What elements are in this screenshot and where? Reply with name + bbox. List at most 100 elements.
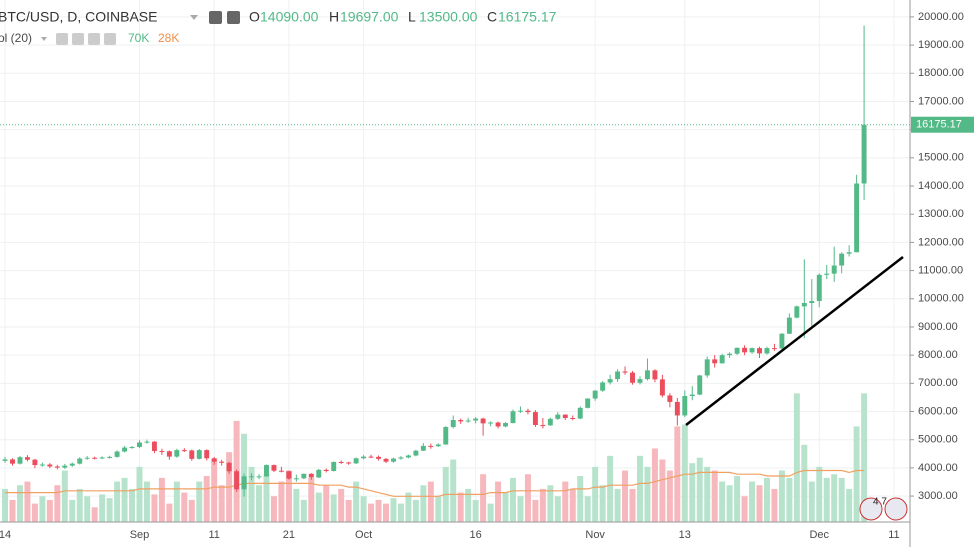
volume-bar	[375, 499, 382, 522]
volume-bar	[681, 424, 688, 522]
candle-body	[786, 317, 792, 334]
icon[interactable]	[56, 33, 68, 45]
volume-bar	[2, 488, 9, 522]
candle-body	[771, 348, 777, 350]
candle-body	[697, 375, 703, 395]
volume-bar	[831, 474, 838, 522]
candle-body	[488, 422, 494, 424]
volume-bar	[353, 481, 360, 522]
candle-body	[181, 450, 187, 452]
badge-icon[interactable]	[859, 497, 883, 521]
candle-body	[368, 456, 374, 458]
candle-body	[824, 273, 830, 275]
badge-text: 4 7	[873, 497, 887, 508]
y-tick-label: 18000.00	[918, 67, 964, 79]
volume-ma-line	[5, 469, 865, 497]
candle-body	[577, 407, 583, 419]
volume-bar	[338, 488, 345, 522]
volume-bar	[457, 492, 464, 522]
candle-body	[757, 348, 762, 354]
volume-bar	[46, 499, 53, 522]
volume-bar	[151, 494, 158, 522]
candle-body	[24, 457, 30, 460]
volume-bar	[54, 485, 61, 522]
volume-bar	[129, 488, 136, 522]
candle-body	[256, 476, 262, 478]
candle-body	[398, 457, 404, 459]
volume-bar	[99, 494, 106, 522]
candle-body	[39, 464, 45, 466]
volume-bar	[838, 477, 845, 522]
candle-body	[323, 469, 329, 471]
volume-bar	[293, 488, 300, 522]
volume-bar	[166, 503, 173, 522]
icon[interactable]	[88, 33, 100, 45]
volume-bar	[547, 485, 554, 522]
volume-bar	[435, 496, 442, 522]
candle-body	[450, 419, 456, 428]
volume-bar	[173, 481, 180, 522]
x-tick-label: Dec	[809, 529, 829, 541]
volume-bar	[383, 503, 389, 522]
candle-body	[226, 462, 232, 472]
dropdown-icon[interactable]	[190, 15, 198, 20]
volume-bar	[532, 499, 539, 522]
candle-body	[630, 372, 635, 383]
candle-body	[659, 379, 665, 396]
volume-bar	[711, 470, 718, 522]
settings-icon[interactable]	[227, 11, 240, 24]
volume-bar	[9, 499, 16, 522]
y-tick-label: 15000.00	[918, 152, 964, 164]
volume-bar	[562, 481, 569, 522]
volume-bar	[734, 476, 741, 522]
volume-bar	[584, 496, 591, 522]
candle-body	[271, 465, 277, 471]
grid	[0, 0, 910, 522]
volume-bar	[465, 488, 472, 522]
candle-body	[32, 459, 38, 466]
candle-body	[219, 461, 225, 463]
y-tick-label: 9000.00	[918, 321, 958, 333]
volume-bar	[816, 466, 823, 522]
candle-body	[166, 451, 172, 457]
volume-bar	[203, 476, 210, 522]
candle-body	[712, 359, 718, 364]
dropdown-icon[interactable]	[41, 37, 47, 41]
candle-body	[458, 419, 464, 422]
candle-body	[749, 348, 755, 353]
icon[interactable]	[72, 33, 84, 45]
volume-bar	[614, 488, 621, 522]
candle-body	[413, 450, 419, 456]
badge-icon[interactable]	[884, 497, 908, 521]
candle-body	[592, 390, 598, 399]
candle-body	[854, 183, 860, 253]
volume-bar	[569, 488, 576, 522]
volume-bar	[121, 477, 128, 522]
volume-bar	[495, 481, 502, 522]
price-axis-panel	[910, 0, 975, 547]
volume-bar	[808, 481, 815, 522]
candle-body	[428, 445, 434, 447]
icon[interactable]	[104, 33, 116, 45]
candle-body	[196, 450, 202, 459]
ohlc-key: O	[249, 9, 260, 25]
candle-body	[525, 410, 531, 413]
candle-body	[211, 458, 217, 462]
legend: BTC/USD, D, COINBASE O 14090.00 H 19697.…	[0, 9, 908, 521]
settings-icon[interactable]	[209, 11, 222, 24]
volume-bar	[599, 485, 606, 522]
volume-bar	[622, 470, 629, 522]
volume-bar	[420, 485, 427, 522]
volume-bar	[405, 492, 412, 522]
volume-bar	[248, 466, 255, 522]
candle-body	[301, 473, 307, 479]
volume-bar	[308, 477, 315, 522]
axes: 3000.00 4000.00 5000.00 6000.00 7000.00 8000.…	[0, 11, 974, 541]
volume-bar	[412, 499, 419, 522]
trend-line[interactable]	[685, 256, 904, 426]
candle-body	[331, 461, 337, 471]
candle-body	[77, 458, 83, 464]
